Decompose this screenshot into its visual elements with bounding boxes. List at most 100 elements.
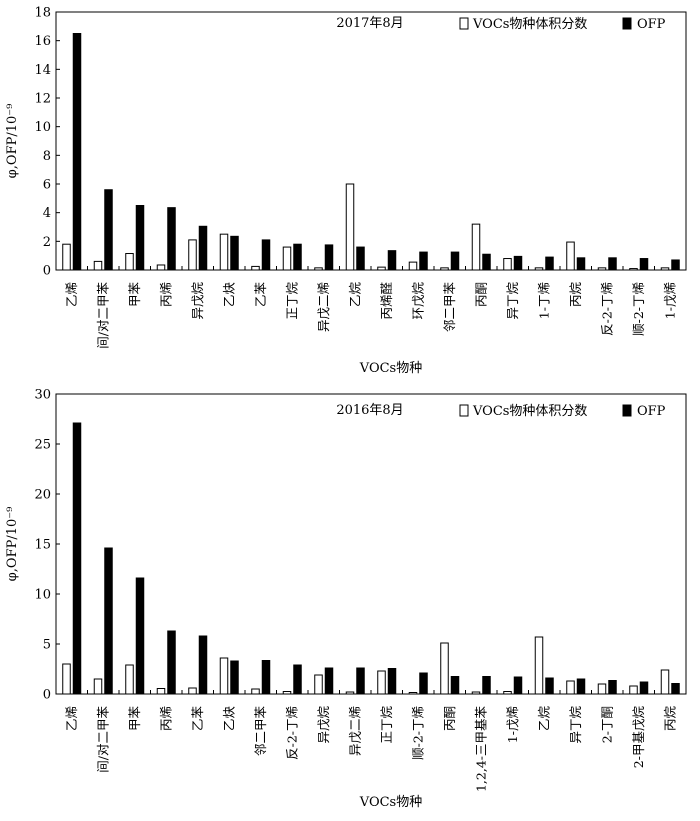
x-category-label: 反-2-丁烯 xyxy=(284,706,299,760)
x-category-label: 丙烯醛 xyxy=(379,282,394,320)
bar-ofp xyxy=(356,667,365,695)
chart-title: 2016年8月 xyxy=(336,403,403,418)
y-tick-label: 30 xyxy=(34,388,51,403)
chart-title: 2017年8月 xyxy=(336,16,403,31)
legend-label-ofp: OFP xyxy=(637,404,666,419)
bar-voc-volume xyxy=(440,267,449,271)
bar-ofp xyxy=(482,253,491,271)
bar-ofp xyxy=(198,635,208,695)
x-category-label: 异丁烷 xyxy=(568,706,583,744)
x-category-label: 异戊二烯 xyxy=(347,706,362,756)
x-category-label: 乙烯 xyxy=(64,282,79,307)
bar-ofp xyxy=(135,577,145,695)
bar-ofp xyxy=(482,676,491,695)
x-category-label: 丙酮 xyxy=(442,706,457,731)
bar-voc-volume xyxy=(566,680,575,695)
bar-voc-volume xyxy=(345,183,355,271)
x-category-label: 顺-2-丁烯 xyxy=(631,282,646,336)
bar-voc-volume xyxy=(62,243,71,271)
x-category-label: 异丁烷 xyxy=(505,282,520,320)
y-axis-label: φ,OFP/10⁻⁹ xyxy=(5,104,20,179)
legend-swatch-voc-volume xyxy=(459,17,469,30)
bar-voc-volume xyxy=(282,691,292,695)
bar-voc-volume xyxy=(156,264,166,271)
x-category-label: 乙苯 xyxy=(190,706,205,732)
bar-voc-volume xyxy=(314,674,323,695)
x-category-label: 异戊烷 xyxy=(316,706,331,744)
bar-voc-volume xyxy=(282,246,292,271)
x-category-label: 邻二甲苯 xyxy=(253,706,268,757)
x-category-label: 乙烯 xyxy=(64,706,79,731)
x-category-label: 乙烷 xyxy=(536,706,551,732)
y-tick-label: 15 xyxy=(34,538,51,553)
bar-voc-volume xyxy=(534,636,544,695)
y-tick-label: 0 xyxy=(43,688,51,703)
bar-ofp xyxy=(104,189,113,271)
x-category-label: 异戊烷 xyxy=(190,282,205,320)
x-category-label: 正丁烷 xyxy=(379,706,394,744)
bar-voc-volume xyxy=(440,642,449,695)
x-category-label: 2-丁酮 xyxy=(599,706,614,743)
bar-ofp xyxy=(167,630,176,695)
legend-swatch-voc-volume xyxy=(459,404,469,417)
bar-voc-volume xyxy=(93,260,103,271)
x-category-label: 1,2,4-三甲基苯 xyxy=(473,706,488,793)
bar-voc-volume xyxy=(408,261,418,271)
x-category-label: 邻二甲苯 xyxy=(442,282,457,333)
bar-ofp xyxy=(230,235,239,271)
y-tick-label: 2 xyxy=(43,235,51,250)
x-category-label: 丙烯 xyxy=(158,282,173,307)
chart-1: 0 2 4 6 8 10 12 14 16 18 乙烯 间/对二甲苯 甲苯 丙烯 异戊烷 乙炔 乙苯 正丁烷 异戊二… xyxy=(5,6,687,376)
bar-voc-volume xyxy=(629,685,638,695)
bar-ofp xyxy=(545,256,554,271)
y-tick-label: 8 xyxy=(43,149,51,164)
bar-voc-volume xyxy=(188,239,197,271)
bar-voc-volume xyxy=(62,663,71,695)
bar-voc-volume xyxy=(377,266,386,271)
bar-voc-volume xyxy=(566,241,575,271)
y-tick-label: 5 xyxy=(43,638,51,653)
plot-frame xyxy=(55,393,687,695)
bar-ofp xyxy=(450,251,460,271)
bar-voc-volume xyxy=(377,670,386,695)
bar-voc-volume xyxy=(597,267,607,271)
bar-voc-volume xyxy=(660,267,670,271)
bar-ofp xyxy=(72,33,82,271)
bar-ofp xyxy=(324,244,334,271)
bar-voc-volume xyxy=(408,692,418,695)
x-category-label: 乙炔 xyxy=(221,282,236,307)
bar-voc-volume xyxy=(345,691,355,695)
x-category-label: 1-戊烯 xyxy=(505,706,520,743)
bar-voc-volume xyxy=(188,687,197,695)
bar-ofp xyxy=(230,660,239,695)
bar-voc-volume xyxy=(156,688,166,695)
bar-ofp xyxy=(545,677,554,695)
bar-voc-volume xyxy=(251,265,260,271)
x-category-label: 甲苯 xyxy=(127,282,142,308)
y-tick-label: 0 xyxy=(43,264,51,279)
x-category-label: 乙炔 xyxy=(221,706,236,731)
y-tick-label: 6 xyxy=(43,178,51,193)
bar-ofp xyxy=(576,678,586,695)
bar-ofp xyxy=(513,255,523,271)
bar-ofp xyxy=(324,667,334,695)
bar-ofp xyxy=(419,672,428,695)
x-category-label: 1-戊烯 xyxy=(662,282,677,319)
x-category-label: 甲苯 xyxy=(127,706,142,732)
plot-frame xyxy=(55,11,687,271)
bar-voc-volume xyxy=(471,691,481,695)
legend-swatch-ofp xyxy=(622,404,632,417)
bar-voc-volume xyxy=(503,691,512,695)
bar-voc-volume xyxy=(314,267,323,271)
bar-voc-volume xyxy=(534,267,544,271)
bar-ofp xyxy=(104,547,113,695)
bar-voc-volume xyxy=(219,657,229,695)
bar-ofp xyxy=(261,239,271,271)
y-tick-label: 10 xyxy=(34,588,51,603)
bar-ofp xyxy=(419,251,428,271)
bar-ofp xyxy=(387,668,397,695)
bar-ofp xyxy=(293,243,302,271)
y-tick-label: 10 xyxy=(34,120,51,135)
x-axis-label: VOCs物种 xyxy=(359,361,422,376)
